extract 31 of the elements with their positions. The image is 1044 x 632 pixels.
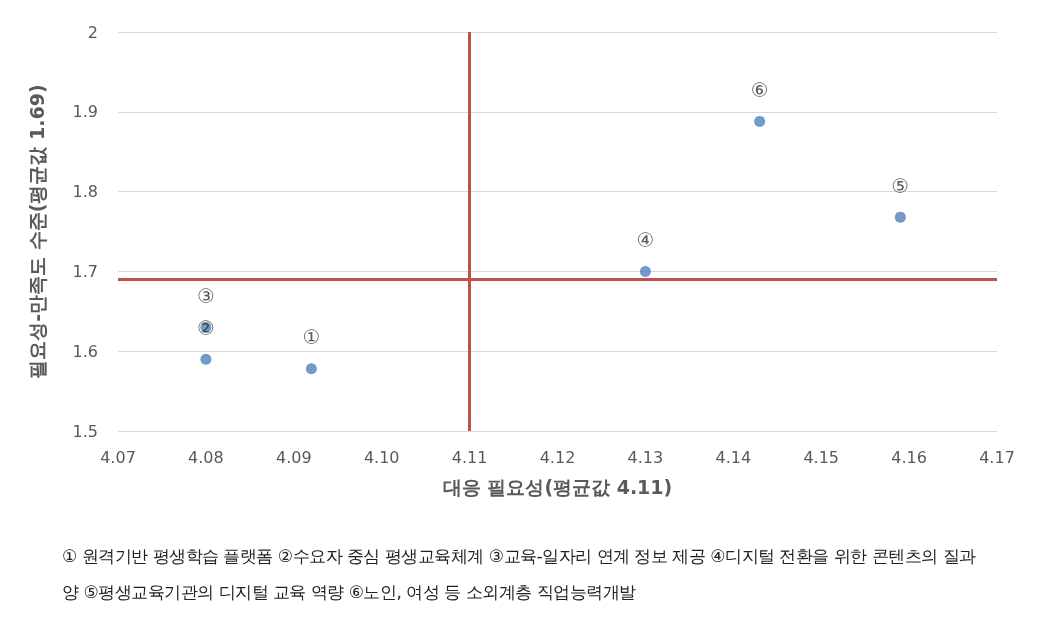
x-tick-label: 4.16 — [891, 447, 927, 467]
point — [305, 363, 317, 375]
x-tick-label: 4.07 — [100, 447, 136, 467]
point — [200, 353, 212, 365]
y-tick-label: 1.7 — [72, 261, 98, 281]
point — [754, 115, 766, 127]
y-tick-label: 1.9 — [72, 102, 98, 122]
x-tick-label: 4.14 — [715, 447, 752, 467]
y-tick-label: 1.8 — [72, 182, 98, 202]
x-tick-label: 4.12 — [539, 447, 576, 467]
x-tick-label: 4.15 — [803, 447, 840, 467]
y-tick-label: 1.5 — [72, 421, 98, 441]
x-tick-label: 4.11 — [451, 447, 488, 467]
point — [639, 265, 651, 277]
y-axis-title: 필요성-만족도 수준(평균값 1.69) — [25, 84, 48, 379]
data-label: ① — [302, 325, 321, 350]
data-label: ⑤ — [891, 173, 910, 198]
text: ① 원격기반 평생학습 플랫폼 ②수요자 중심 평생교육체계 ③교육-일자리 연계 정보 제공 ④디지털 전환을 위한 콘텐츠의 질과 양 ⑤평생교육기관의 디지털 교육 역량 ⑥노인, 여성 등 소외계층 직업능력개발 — [62, 545, 977, 604]
data-label: ② — [196, 315, 215, 340]
y-tick-label: 2 — [87, 22, 98, 42]
x-tick-label: 4.13 — [627, 447, 664, 467]
data-label: ③ — [196, 283, 215, 308]
data-label: ④ — [636, 227, 655, 252]
x-axis-title: 대응 필요성(평균값 4.11) — [442, 475, 673, 498]
x-tick-label: 4.10 — [363, 447, 400, 467]
x-tick-label: 4.08 — [188, 447, 224, 467]
data-label: ⑥ — [750, 77, 769, 102]
point — [894, 211, 906, 223]
x-tick-label: 4.09 — [275, 447, 312, 467]
y-tick-label: 1.6 — [72, 341, 98, 361]
x-tick-label: 4.17 — [979, 447, 1015, 467]
